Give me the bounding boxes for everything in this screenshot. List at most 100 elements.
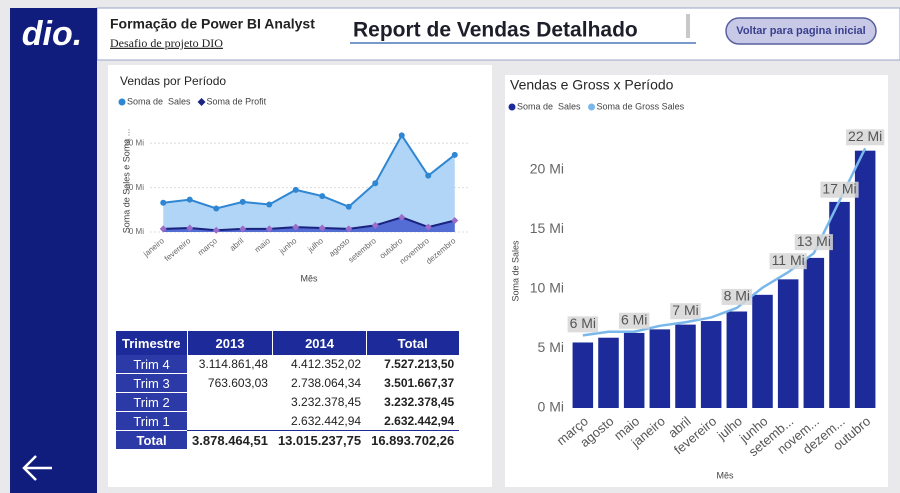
data-label-bg (794, 234, 833, 251)
series-line (163, 216, 455, 232)
bar (829, 201, 850, 408)
legend-label: Soma de Gross Sales (597, 101, 685, 111)
back-arrow[interactable] (22, 455, 52, 481)
legend-label: Soma de Profit (207, 96, 267, 106)
header-row: Trimestre 2013 2014 Total (116, 331, 460, 355)
y-tick-label: 10 Mi (124, 183, 144, 192)
series-line (163, 133, 456, 210)
title-bar (686, 14, 690, 38)
cell (187, 393, 273, 412)
data-label: 11 Mi (772, 252, 805, 268)
cell: 4.412.352,02 (291, 357, 362, 372)
point (345, 203, 352, 210)
series-area (163, 135, 455, 232)
data-label-bg (846, 129, 885, 146)
y-tick-label: 0 Mi (538, 399, 564, 415)
point (345, 225, 353, 233)
y-tick-label: 15 Mi (530, 220, 564, 236)
y-tick-label: 5 Mi (538, 339, 564, 355)
column-header: 2014 (272, 331, 367, 355)
point (371, 221, 379, 229)
legend-label: Soma de Sales (517, 101, 581, 111)
data-label: 8 Mi (724, 288, 750, 304)
point (318, 224, 326, 232)
legend-marker (197, 98, 206, 106)
point (212, 226, 220, 234)
total-row: Total 3.878.464,51 13.015.237,75 16.893.702… (116, 430, 460, 450)
data-label-bg (618, 312, 650, 329)
y-axis-label: Soma de Sales e Soma ... (121, 129, 131, 234)
cell: 13.015.237,75 (272, 430, 367, 450)
data-label-bg (820, 181, 859, 198)
cell: 3.232.378,45 (384, 395, 455, 409)
data-label-bg (670, 303, 701, 320)
y-tick-label: 0 Mi (129, 227, 144, 236)
bar (649, 329, 671, 408)
data-label-bg (769, 253, 807, 270)
sidebar (10, 8, 97, 493)
row-label: Trim 2 (116, 392, 188, 412)
cell: 2.738.064,34 (291, 376, 362, 390)
point (398, 132, 405, 139)
point (265, 225, 273, 233)
home-button-label[interactable]: Voltar para pagina inicial (736, 25, 865, 37)
cell: 16.893.702,26 (366, 430, 460, 450)
series-area (163, 217, 455, 232)
x-axis-label: Mês (716, 470, 734, 480)
data-label-bg (567, 316, 599, 333)
table-row: Trim 2 3.232.378,45 3.232.378,45 (116, 392, 459, 412)
cell: 2.632.442,94 (384, 413, 455, 428)
bar (803, 257, 825, 408)
legend-marker (118, 98, 126, 106)
point (451, 216, 459, 224)
bar (777, 279, 799, 408)
bar (598, 337, 619, 408)
cell: 3.114.861,48 (198, 357, 268, 372)
column-header: Trimestre (116, 331, 188, 355)
data-label: 13 Mi (797, 233, 831, 249)
point (266, 201, 273, 208)
bar (675, 324, 696, 408)
table-row: Trim 1 2.632.442,94 2.632.442,94 (116, 411, 459, 431)
bar (623, 332, 645, 408)
logo: dio. (22, 15, 82, 53)
column-header: Total (366, 331, 460, 355)
bar (700, 321, 722, 408)
data-label: 7 Mi (672, 302, 698, 318)
chart-title: Vendas por Período (120, 74, 226, 88)
table-row: Trim 4 3.114.861,48 4.412.352,02 7.527.213,… (116, 355, 459, 374)
point (292, 223, 300, 231)
row-label: Trim 1 (116, 411, 188, 431)
legend-marker (588, 103, 596, 111)
point (186, 224, 194, 232)
bar (854, 150, 876, 408)
header-title: Formação de Power BI Analyst (110, 16, 315, 32)
data-label-bg (721, 288, 753, 305)
point (239, 198, 246, 205)
home-button[interactable] (725, 17, 877, 45)
report-title: Report de Vendas Detalhado (353, 19, 638, 42)
data-label: 17 Mi (822, 180, 856, 196)
data-label: 22 Mi (848, 128, 882, 144)
column-header: 2013 (187, 331, 274, 355)
chart-title: Vendas e Gross x Período (510, 77, 674, 93)
cell (187, 412, 273, 431)
point (451, 151, 458, 158)
y-axis-label: Soma de Sales (510, 240, 520, 302)
legend-label: Soma de Sales (127, 96, 191, 106)
bar (726, 311, 748, 408)
point (292, 186, 299, 193)
x-axis-label: Mês (300, 273, 318, 283)
cell: 2.632.442,94 (291, 413, 362, 428)
legend-marker (508, 103, 516, 111)
bar (752, 294, 773, 408)
point (160, 199, 167, 206)
header-subtitle: Desafio de projeto DIO (110, 36, 223, 50)
point (159, 225, 167, 233)
bar (572, 342, 594, 408)
cell: 7.527.213,50 (384, 357, 455, 372)
y-tick-label: 20 Mi (530, 160, 564, 176)
point (186, 196, 193, 203)
data-label: 6 Mi (621, 311, 647, 327)
